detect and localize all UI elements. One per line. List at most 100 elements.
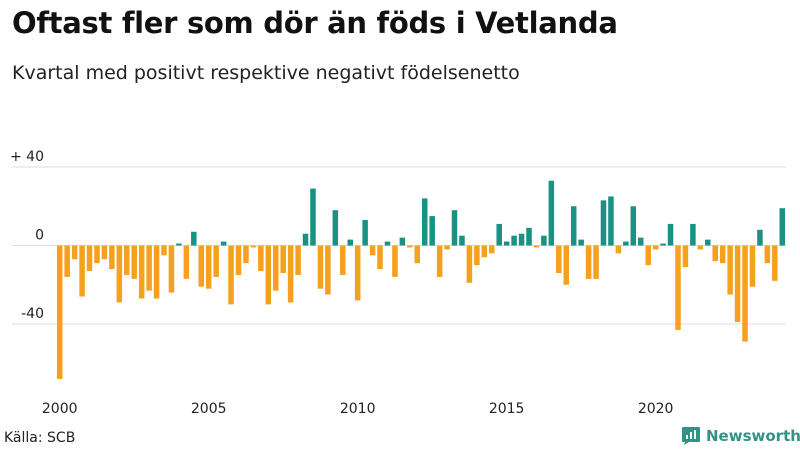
bar-71 xyxy=(585,245,592,279)
bar-7 xyxy=(109,245,115,270)
bar-64 xyxy=(533,245,540,248)
bar-65 xyxy=(541,235,547,246)
bar-61 xyxy=(511,235,517,246)
bar-1 xyxy=(64,245,70,277)
bar-90 xyxy=(727,245,733,295)
y-tick-label-2: -40 xyxy=(21,306,44,322)
bar-26 xyxy=(250,245,257,248)
brand-logo: Newsworthy xyxy=(681,426,800,446)
bar-79 xyxy=(645,245,651,266)
bar-92 xyxy=(742,245,748,342)
bar-10 xyxy=(131,245,137,279)
newsworthy-logo-icon xyxy=(682,427,700,445)
bar-44 xyxy=(384,241,391,246)
bar-4 xyxy=(86,245,93,272)
bar-20 xyxy=(205,245,212,289)
bar-89 xyxy=(719,245,726,264)
x-tick-label-3: 2015 xyxy=(489,401,525,417)
bar-54 xyxy=(459,235,465,246)
x-tick-label-4: 2020 xyxy=(638,401,674,417)
bar-76 xyxy=(623,241,629,246)
bar-47 xyxy=(407,245,413,248)
bar-19 xyxy=(198,245,205,287)
bar-50 xyxy=(429,216,435,246)
bar-45 xyxy=(392,245,398,277)
bar-93 xyxy=(749,245,756,287)
bar-55 xyxy=(466,245,473,283)
bar-67 xyxy=(556,245,562,273)
bar-23 xyxy=(228,245,234,305)
bar-13 xyxy=(153,245,160,299)
bar-82 xyxy=(667,223,674,246)
bar-3 xyxy=(79,245,85,297)
bar-33 xyxy=(302,233,309,246)
bar-chart: + 40 0 -40 2000 2005 2010 2015 2020 xyxy=(10,149,786,417)
source-note: Källa: SCB xyxy=(4,430,76,446)
bar-36 xyxy=(325,245,331,295)
bar-86 xyxy=(697,245,704,250)
bar-11 xyxy=(138,245,145,299)
bar-42 xyxy=(369,245,376,256)
bar-72 xyxy=(593,245,599,279)
bar-53 xyxy=(451,210,458,246)
bar-15 xyxy=(168,245,175,293)
bar-97 xyxy=(779,208,786,246)
bar-24 xyxy=(235,245,242,275)
bar-70 xyxy=(578,239,584,246)
bar-94 xyxy=(757,229,763,246)
y-tick-label-1: 0 xyxy=(35,228,44,244)
bar-62 xyxy=(518,233,525,246)
bar-9 xyxy=(124,245,130,275)
bar-83 xyxy=(675,245,681,330)
bar-95 xyxy=(764,245,771,264)
bar-6 xyxy=(101,245,108,260)
bar-29 xyxy=(272,245,279,291)
bar-21 xyxy=(213,245,219,277)
bar-81 xyxy=(660,243,666,246)
bar-40 xyxy=(354,245,361,301)
bar-85 xyxy=(690,223,696,246)
bar-2 xyxy=(71,245,78,260)
bar-84 xyxy=(682,245,689,268)
bar-69 xyxy=(570,206,577,246)
bar-22 xyxy=(220,241,227,246)
bar-34 xyxy=(310,188,316,246)
bar-96 xyxy=(772,245,778,281)
bar-51 xyxy=(436,245,443,277)
bar-18 xyxy=(191,231,197,246)
bar-56 xyxy=(474,245,480,266)
bar-35 xyxy=(317,245,324,289)
bar-17 xyxy=(183,245,190,279)
bar-39 xyxy=(347,239,353,246)
bar-73 xyxy=(600,200,607,246)
bar-88 xyxy=(712,245,718,262)
x-axis-labels: 2000 2005 2010 2015 2020 xyxy=(42,401,674,417)
bar-91 xyxy=(734,245,741,323)
bar-46 xyxy=(399,237,406,246)
bars xyxy=(56,180,786,379)
bar-0 xyxy=(56,245,63,379)
bar-57 xyxy=(481,245,488,258)
bar-32 xyxy=(295,245,301,275)
bar-68 xyxy=(563,245,570,285)
x-tick-label-1: 2005 xyxy=(191,401,227,417)
bar-41 xyxy=(362,219,368,246)
bar-5 xyxy=(94,245,100,264)
bar-28 xyxy=(265,245,272,305)
bar-52 xyxy=(444,245,450,250)
bar-59 xyxy=(496,223,502,246)
bar-66 xyxy=(548,180,555,246)
bar-43 xyxy=(377,245,383,270)
bar-80 xyxy=(652,245,659,250)
bar-48 xyxy=(414,245,421,264)
bar-78 xyxy=(637,237,644,246)
y-axis-labels: + 40 0 -40 xyxy=(10,149,44,322)
bar-58 xyxy=(489,245,495,254)
bar-31 xyxy=(287,245,294,303)
bar-38 xyxy=(340,245,346,275)
bar-37 xyxy=(332,210,339,246)
y-tick-label-0: + 40 xyxy=(10,149,44,165)
bar-77 xyxy=(630,206,637,246)
chart-title: Oftast fler som dör än föds i Vetlanda xyxy=(12,6,618,40)
bar-63 xyxy=(526,227,532,246)
